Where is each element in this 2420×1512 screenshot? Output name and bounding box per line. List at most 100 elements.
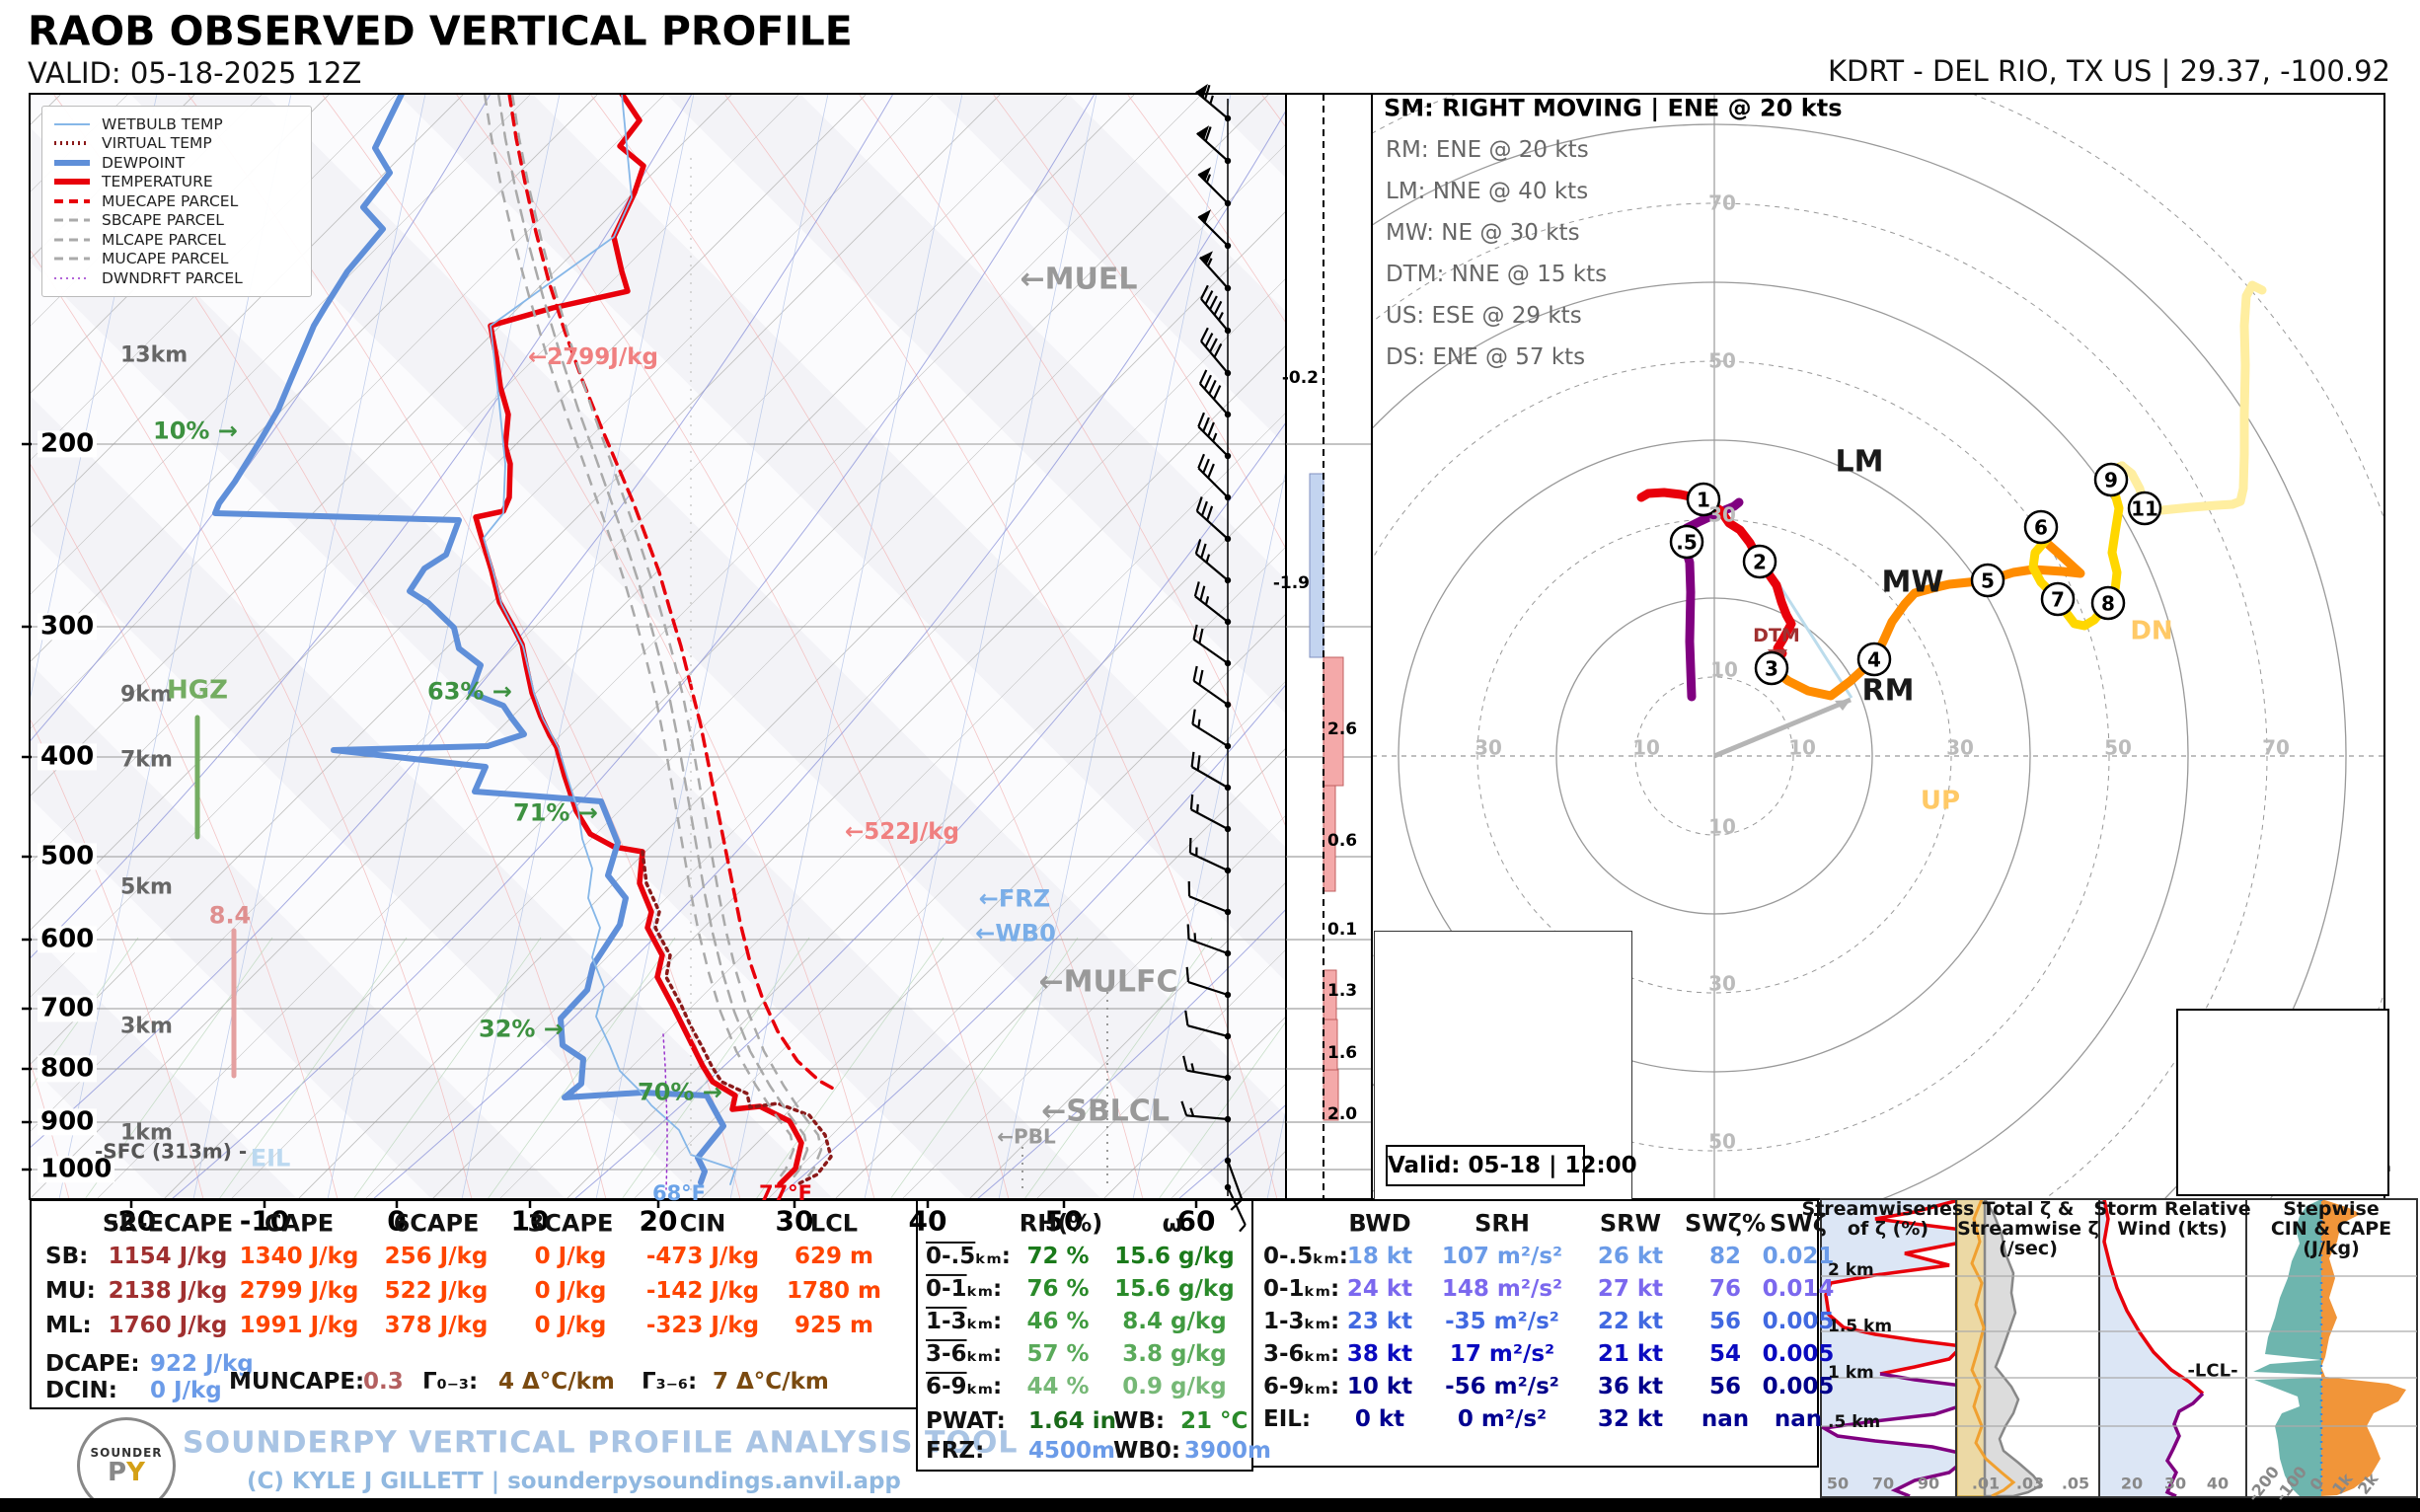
rh-value: 44 % bbox=[1026, 1373, 1090, 1399]
bottom-border-bar bbox=[0, 1498, 2420, 1512]
legend-item-label: MLCAPE PARCEL bbox=[102, 230, 226, 249]
rh-annotation-32pct: 32% → bbox=[479, 1015, 564, 1043]
hodo-ring-label: 10 bbox=[1788, 735, 1816, 760]
hodo-marker-label: 9 bbox=[2104, 468, 2118, 492]
legend-item: WETBULB TEMP bbox=[52, 114, 301, 134]
hodo-height-marker bbox=[2023, 509, 2059, 545]
legend-item-label: MUECAPE PARCEL bbox=[102, 191, 239, 210]
srh-summary-box bbox=[2176, 1009, 2389, 1196]
storm-motion-title: SM: RIGHT MOVING | ENE @ 20 kts bbox=[1384, 94, 1843, 122]
height-km-label: 7km bbox=[120, 747, 173, 773]
wind-barb bbox=[1195, 496, 1232, 543]
cape-table-header: SR-ECAPE bbox=[102, 1209, 234, 1238]
hodo-marker-label: 5 bbox=[1981, 568, 1995, 593]
hodo-height-marker bbox=[2090, 585, 2126, 621]
shear-cell: 26 kt bbox=[1597, 1243, 1664, 1269]
shear-cell: 0.014 bbox=[1762, 1275, 1835, 1302]
dcape-value: 922 J/kg bbox=[150, 1350, 254, 1377]
cape-cell: 2138 J/kg bbox=[108, 1277, 228, 1304]
surface-elevation-label: -SFC (313m) - bbox=[95, 1139, 248, 1164]
hodo-marker-label: 11 bbox=[2131, 496, 2158, 521]
pressure-label: 500 bbox=[38, 843, 98, 870]
pressure-label: 1000 bbox=[38, 1156, 115, 1183]
hodo-ring-label: 70 bbox=[2262, 735, 2290, 760]
hodo-ring-label: 10 bbox=[1710, 657, 1738, 682]
gamma03-value: 4 Δ°C/km bbox=[498, 1368, 615, 1395]
wind-barb bbox=[1182, 1055, 1232, 1082]
temp-axis-label: -20 bbox=[106, 1204, 157, 1238]
hodo-marker-label: .5 bbox=[1676, 530, 1698, 555]
cape-table-header: 3CAPE bbox=[527, 1209, 614, 1238]
shear-cell: nan bbox=[1774, 1405, 1823, 1432]
wind-barb-column bbox=[1180, 83, 1247, 1233]
shear-row-label: 0-.5ₖₘ: bbox=[1263, 1243, 1348, 1269]
shear-cell: 32 kt bbox=[1597, 1405, 1664, 1432]
wb0-label: ←WB0 bbox=[975, 919, 1056, 947]
mixing-ratio-value: 0.9 g/kg bbox=[1122, 1373, 1227, 1399]
cape-cell: 0 J/kg bbox=[534, 1312, 607, 1338]
cape-cell: 0 J/kg bbox=[534, 1243, 607, 1269]
omega-value: 1.3 bbox=[1327, 981, 1358, 1002]
wind-barb bbox=[1199, 251, 1232, 292]
footer-tool-name: SOUNDERPY VERTICAL PROFILE ANALYSIS TOOL bbox=[183, 1425, 1019, 1461]
wb0-value-label: WB0: bbox=[1113, 1437, 1181, 1464]
legend-item-label: VIRTUAL TEMP bbox=[102, 134, 212, 153]
cape-cell: -142 J/kg bbox=[645, 1277, 760, 1304]
hodo-marker-label: 3 bbox=[1765, 656, 1778, 681]
shear-cell: 0.005 bbox=[1762, 1308, 1835, 1334]
left-mover-label: LM bbox=[1835, 444, 1884, 480]
hodo-seg-3-6km bbox=[1767, 526, 2085, 701]
shear-table-box bbox=[1251, 1199, 1819, 1468]
hodo-ring-label: 10 bbox=[1708, 814, 1736, 839]
mini-panel-title: Wind (kts) bbox=[2117, 1218, 2228, 1241]
hodo-ring-label: 50 bbox=[1708, 348, 1736, 373]
rh-row-label: 3-6ₖₘ: bbox=[926, 1340, 1003, 1367]
wind-barb bbox=[1200, 284, 1232, 335]
cape6-value-annotation: ←522J/kg bbox=[845, 818, 959, 845]
gamma03-label: Γ₀₋₃: bbox=[422, 1368, 479, 1395]
omega-value: 2.6 bbox=[1327, 719, 1358, 740]
legend-item: MLCAPE PARCEL bbox=[52, 230, 301, 250]
wind-barb bbox=[1224, 1183, 1247, 1233]
hodo-ring-label: 50 bbox=[2104, 735, 2132, 760]
hodograph-rings bbox=[1372, 94, 2384, 1199]
mini-stepwise-cin-cape bbox=[2253, 1199, 2406, 1496]
eil-label: EIL bbox=[250, 1144, 291, 1172]
mini-axis-tick: 70 bbox=[1871, 1474, 1895, 1493]
frz-label: ←FRZ bbox=[978, 884, 1051, 913]
mean-wind-label: MW bbox=[1881, 565, 1944, 600]
legend-item: MUCAPE PARCEL bbox=[52, 250, 301, 269]
right-mover-label: RM bbox=[1861, 673, 1915, 709]
curve-muecape-parcel bbox=[507, 94, 839, 1093]
frz-value: 4500m bbox=[1028, 1437, 1115, 1464]
shear-cell: 23 kt bbox=[1346, 1308, 1413, 1334]
omega-value: 2.0 bbox=[1327, 1104, 1358, 1125]
mini-axis-tick: .01 bbox=[1971, 1474, 2001, 1493]
mini-km-label: 2 km bbox=[1828, 1260, 1874, 1281]
mulfc-label: ←MULFC bbox=[1038, 964, 1178, 1000]
wind-barb bbox=[1193, 581, 1232, 626]
shear-cell: -35 m²/s² bbox=[1445, 1308, 1559, 1334]
temp-axis-label: 20 bbox=[639, 1204, 678, 1238]
cape-cell: 1340 J/kg bbox=[239, 1243, 359, 1269]
hodo-ring-label: 30 bbox=[1475, 735, 1502, 760]
omega-value: 0.1 bbox=[1327, 920, 1358, 941]
updraft-label: UP bbox=[1920, 786, 1961, 816]
shear-table-header: SRH bbox=[1475, 1209, 1530, 1238]
cape-cell: 1154 J/kg bbox=[108, 1243, 228, 1269]
mini-axis-tick: 90 bbox=[1917, 1474, 1940, 1493]
wind-barb bbox=[1185, 966, 1232, 999]
rh-value: 72 % bbox=[1026, 1243, 1090, 1269]
mini-panel-title: (/sec) bbox=[1999, 1238, 2058, 1260]
rh-value: 46 % bbox=[1026, 1308, 1090, 1334]
wind-barb bbox=[1180, 1100, 1232, 1123]
shear-table-header: SWζ bbox=[1770, 1209, 1827, 1238]
shear-cell: 107 m²/s² bbox=[1441, 1243, 1563, 1269]
cape-cell: 522 J/kg bbox=[384, 1277, 489, 1304]
temp-axis-label: 30 bbox=[775, 1204, 814, 1238]
legend-item-label: DWNDRFT PARCEL bbox=[102, 268, 243, 287]
cape-cell: 256 J/kg bbox=[384, 1243, 489, 1269]
shear-table-header: BWD bbox=[1348, 1209, 1411, 1238]
logo-text-bottom: PY bbox=[108, 1458, 145, 1487]
